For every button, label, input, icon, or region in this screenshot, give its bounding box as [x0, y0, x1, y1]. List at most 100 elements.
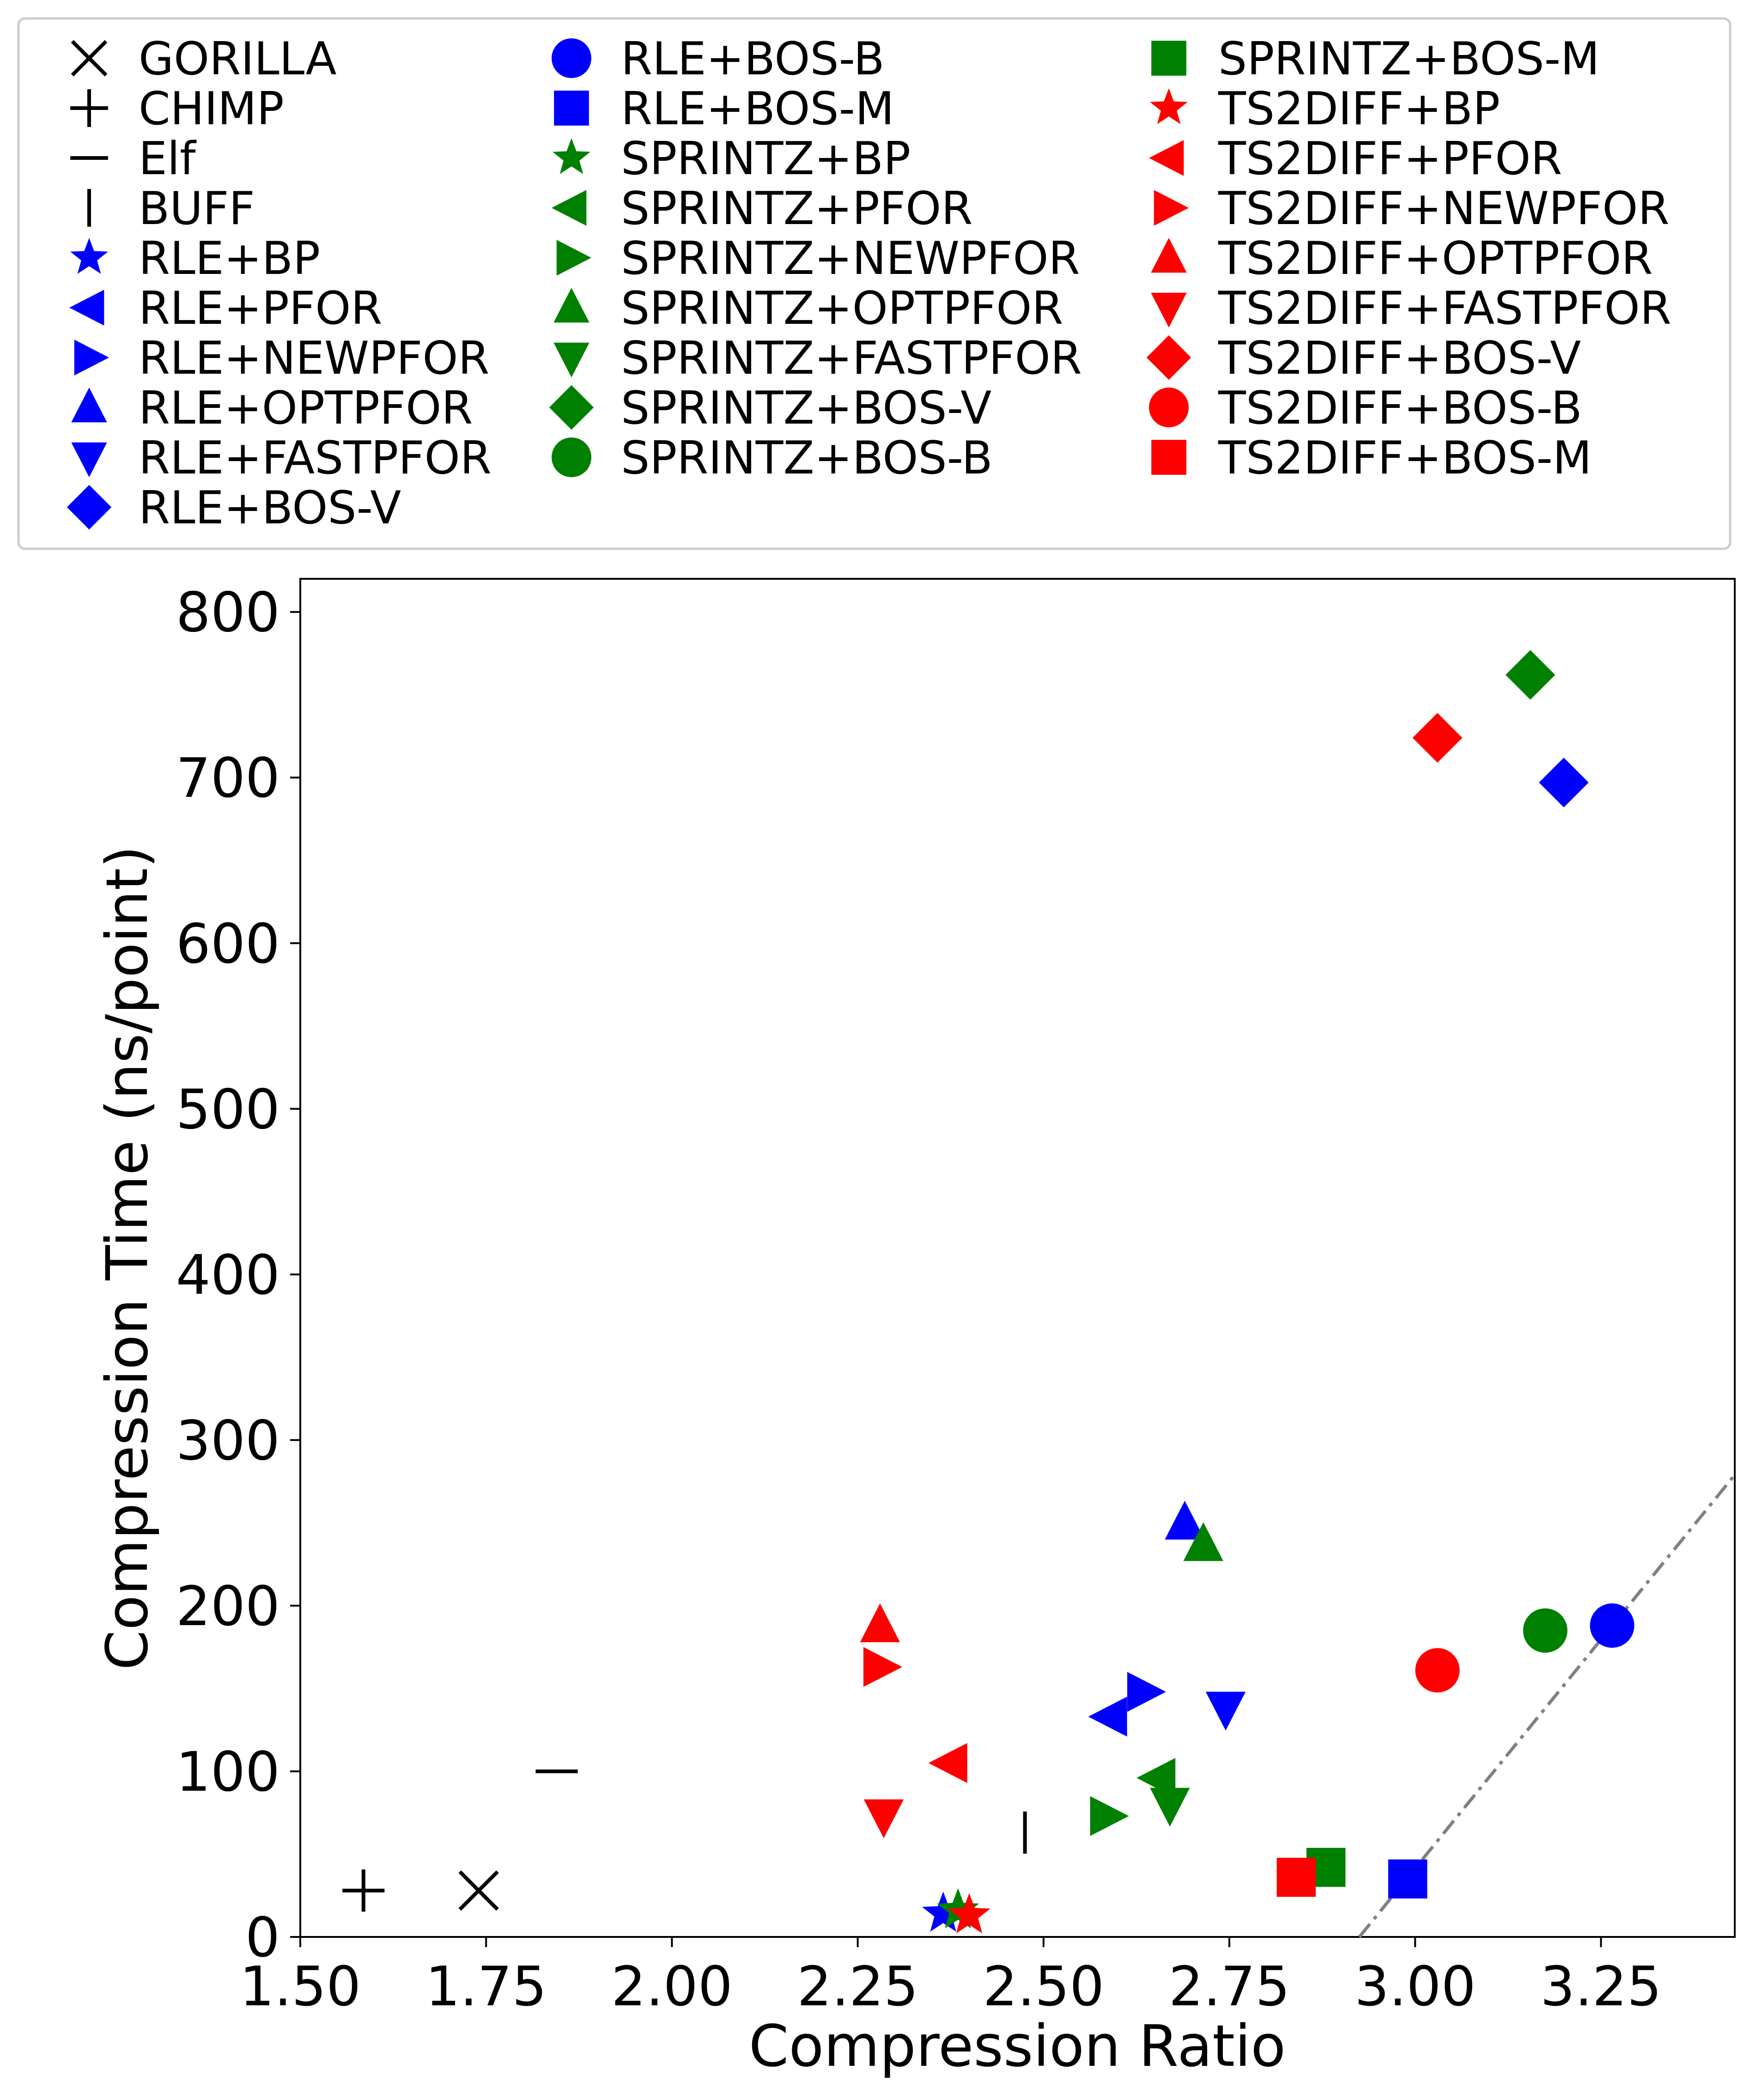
legend-item-rle-fastpfor: RLE+FASTPFOR — [71, 432, 492, 485]
legend-marker-sprintz-newpfor — [556, 240, 591, 276]
legend-marker-ts2diff-bos-m — [1151, 440, 1186, 475]
legend-label: RLE+PFOR — [139, 282, 382, 335]
legend-label: RLE+BP — [139, 232, 320, 285]
legend-item-ts2diff-pfor: TS2DIFF+PFOR — [1149, 133, 1562, 185]
legend-item-ts2diff-optpfor: TS2DIFF+OPTPFOR — [1151, 232, 1653, 285]
point-ts2diff-pfor — [928, 1743, 967, 1783]
legend-label: TS2DIFF+NEWPFOR — [1218, 182, 1669, 235]
legend-item-rle-newpfor: RLE+NEWPFOR — [74, 332, 490, 385]
legend-label: SPRINTZ+BOS-V — [621, 382, 991, 435]
point-ts2diff-bp — [948, 1893, 990, 1934]
legend-item-elf: Elf — [70, 133, 197, 185]
legend-label: TS2DIFF+BOS-B — [1218, 382, 1582, 435]
point-rle-pfor — [1088, 1696, 1127, 1737]
x-tick-label: 2.25 — [797, 1954, 918, 2018]
legend-item-sprintz-optpfor: SPRINTZ+OPTPFOR — [553, 282, 1063, 335]
y-tick-label: 500 — [176, 1077, 280, 1141]
legend-item-rle-optpfor: RLE+OPTPFOR — [71, 382, 473, 435]
point-ts2diff-bos-v — [1412, 713, 1463, 763]
legend-marker-rle-bos-b — [552, 38, 591, 78]
x-axis-label: Compression Ratio — [749, 2013, 1286, 2080]
point-gorilla — [458, 1870, 499, 1911]
legend-label: RLE+BOS-V — [139, 482, 401, 534]
legend-label: SPRINTZ+NEWPFOR — [621, 232, 1080, 285]
y-tick-label: 400 — [176, 1243, 280, 1307]
legend-label: Elf — [139, 133, 197, 185]
point-rle-fastpfor — [1205, 1692, 1246, 1731]
legend-item-ts2diff-newpfor: TS2DIFF+NEWPFOR — [1154, 182, 1669, 235]
point-rle-optpfor — [1165, 1500, 1205, 1540]
legend-label: CHIMP — [139, 83, 284, 135]
legend-label: RLE+BOS-M — [621, 83, 894, 135]
x-tick-label: 1.50 — [240, 1954, 361, 2018]
legend-item-sprintz-pfor: SPRINTZ+PFOR — [552, 182, 972, 235]
legend-label: SPRINTZ+FASTPFOR — [621, 332, 1082, 385]
plot-area — [299, 578, 1736, 1938]
legend-marker-ts2diff-optpfor — [1151, 238, 1187, 273]
y-tick-label: 700 — [176, 746, 280, 810]
legend-label: RLE+OPTPFOR — [139, 382, 473, 435]
legend-marker-rle-bos-m — [554, 91, 589, 126]
legend-marker-sprintz-bos-b — [552, 437, 591, 477]
legend-item-sprintz-fastpfor: SPRINTZ+FASTPFOR — [553, 332, 1082, 385]
legend-item-gorilla: GORILLA — [71, 33, 337, 85]
point-rle-bp — [922, 1891, 965, 1932]
legend-marker-sprintz-fastpfor — [553, 342, 589, 377]
legend-box — [17, 17, 1732, 550]
legend-label: TS2DIFF+BP — [1218, 83, 1500, 135]
legend-marker-rle-pfor — [69, 290, 104, 326]
point-sprintz-fastpfor — [1150, 1788, 1190, 1827]
legend-item-chimp: CHIMP — [70, 83, 284, 135]
legend-label: SPRINTZ+OPTPFOR — [621, 282, 1063, 335]
legend-label: SPRINTZ+BOS-B — [621, 432, 993, 485]
point-chimp — [342, 1869, 385, 1912]
x-tick-label: 3.25 — [1540, 1954, 1662, 2018]
x-axis: 1.50 1.75 2.00 2.25 2.50 2.75 3.00 3.25 — [240, 1937, 1662, 2018]
y-axis-label: Compression Time (ns/point) — [94, 846, 161, 1670]
legend-label: TS2DIFF+BOS-V — [1218, 332, 1581, 385]
legend-marker-sprintz-pfor — [552, 190, 587, 226]
y-tick-label: 800 — [176, 581, 280, 644]
point-sprintz-optpfor — [1183, 1522, 1223, 1561]
y-tick-label: 0 — [245, 1906, 280, 1969]
legend-item-ts2diff-fastpfor: TS2DIFF+FASTPFOR — [1151, 282, 1671, 335]
legend: GORILLACHIMPElfBUFFRLE+BPRLE+PFORRLE+NEW… — [67, 33, 1671, 534]
legend-label: RLE+BOS-B — [621, 33, 885, 85]
legend-marker-sprintz-optpfor — [553, 288, 589, 323]
legend-marker-sprintz-bos-v — [549, 385, 594, 430]
y-tick-label: 600 — [176, 912, 280, 976]
legend-marker-rle-bp — [70, 238, 108, 274]
x-tick-label: 2.75 — [1169, 1954, 1290, 2018]
legend-marker-ts2diff-bp — [1150, 88, 1188, 124]
y-tick-label: 200 — [176, 1574, 280, 1638]
point-ts2diff-bos-m — [1276, 1857, 1316, 1897]
y-tick-label: 300 — [176, 1408, 280, 1472]
point-ts2diff-bos-b — [1415, 1648, 1460, 1693]
legend-label: SPRINTZ+PFOR — [621, 182, 972, 235]
legend-label: TS2DIFF+BOS-M — [1218, 432, 1592, 485]
legend-marker-ts2diff-bos-b — [1149, 388, 1189, 427]
point-rle-bos-m — [1388, 1859, 1428, 1899]
x-tick-label: 1.75 — [425, 1954, 547, 2018]
legend-label: TS2DIFF+FASTPFOR — [1218, 282, 1671, 335]
legend-marker-rle-bos-v — [67, 485, 112, 530]
legend-label: SPRINTZ+BP — [621, 133, 911, 185]
y-axis: 0 100 200 300 400 500 600 700 800 — [176, 581, 300, 1969]
legend-item-sprintz-bp: SPRINTZ+BP — [553, 133, 911, 185]
legend-label: TS2DIFF+OPTPFOR — [1218, 232, 1653, 285]
legend-item-ts2diff-bos-m: TS2DIFF+BOS-M — [1151, 432, 1592, 485]
point-ts2diff-optpfor — [860, 1603, 900, 1642]
legend-item-buff: BUFF — [87, 182, 255, 235]
legend-item-rle-pfor: RLE+PFOR — [69, 282, 382, 335]
point-rle-newpfor — [1127, 1672, 1166, 1712]
legend-marker-sprintz-bp — [553, 138, 590, 174]
point-ts2diff-fastpfor — [863, 1799, 904, 1839]
legend-label: GORILLA — [139, 33, 337, 85]
legend-item-rle-bos-m: RLE+BOS-M — [554, 83, 894, 135]
legend-item-rle-bos-b: RLE+BOS-B — [552, 33, 885, 85]
point-rle-bos-v — [1539, 758, 1589, 807]
x-tick-label: 2.00 — [611, 1954, 733, 2018]
legend-marker-rle-optpfor — [71, 388, 107, 423]
